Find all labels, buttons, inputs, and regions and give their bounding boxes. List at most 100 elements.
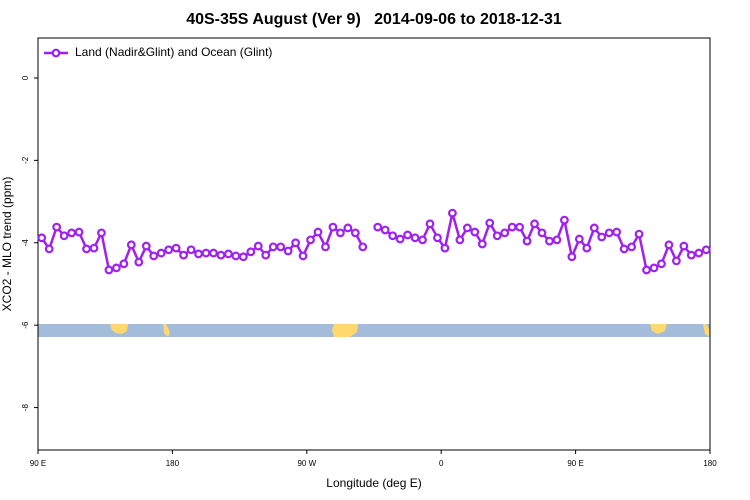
y-tick-label: -8 — [21, 403, 30, 411]
data-point — [649, 263, 659, 273]
x-tick-label: 180 — [166, 459, 180, 468]
data-point — [321, 242, 330, 252]
data-point — [179, 250, 189, 260]
data-point — [171, 243, 181, 253]
data-point — [380, 225, 390, 235]
y-tick-label: 0 — [21, 75, 30, 80]
data-point — [97, 228, 106, 238]
land — [332, 324, 358, 337]
data-point — [425, 219, 435, 229]
data-point — [126, 240, 136, 250]
chart-title: 40S-35S August (Ver 9) 2014-09-06 to 201… — [186, 11, 562, 28]
data-point — [462, 223, 472, 233]
x-tick-label: 90 W — [297, 459, 316, 468]
y-tick-label: -2 — [21, 156, 30, 164]
data-point — [470, 227, 480, 237]
data-point — [492, 231, 502, 241]
data-point — [403, 230, 413, 240]
data-point — [560, 215, 569, 225]
data-point — [134, 257, 144, 267]
data-point — [522, 236, 532, 246]
data-point — [104, 265, 114, 275]
data-point — [149, 251, 159, 261]
x-axis-label: Longitude (deg E) — [326, 476, 421, 490]
data-point — [111, 263, 121, 273]
data-point — [448, 208, 457, 218]
land — [110, 324, 128, 334]
data-point — [701, 245, 711, 255]
data-point — [52, 222, 62, 232]
x-tick-label: 90 E — [30, 459, 46, 468]
data-point — [433, 233, 442, 243]
data-point — [194, 249, 203, 259]
data-point — [336, 228, 345, 238]
data-point — [328, 222, 338, 232]
data-point — [485, 218, 495, 228]
data-point — [67, 228, 76, 238]
data-point — [141, 241, 151, 251]
legend-label: Land (Nadir&Glint) and Ocean (Glint) — [75, 45, 272, 59]
data-point — [507, 222, 517, 232]
data-point — [627, 242, 636, 252]
data-point — [552, 235, 562, 245]
land — [650, 324, 667, 334]
data-point — [59, 231, 69, 241]
y-tick-label: -4 — [21, 239, 30, 247]
data-point — [634, 229, 644, 239]
data-point — [530, 219, 539, 229]
data-point — [604, 228, 614, 238]
data-point — [418, 235, 427, 245]
data-point — [388, 231, 398, 241]
data-point — [44, 244, 54, 254]
data-point — [410, 233, 420, 243]
data-point — [283, 246, 293, 256]
x-tick-label: 0 — [439, 459, 444, 468]
data-point — [395, 234, 405, 244]
data-point — [440, 243, 450, 253]
data-point — [201, 248, 211, 258]
data-point — [574, 234, 584, 244]
data-point — [261, 250, 271, 260]
ocean-band — [38, 324, 710, 337]
data-point — [373, 222, 383, 232]
x-tick-label: 90 E — [567, 459, 583, 468]
data-point — [82, 244, 91, 254]
data-point — [306, 235, 315, 245]
data-point — [537, 228, 547, 238]
data-point — [209, 248, 218, 258]
data-point — [231, 251, 241, 261]
land — [163, 324, 170, 337]
data-point — [582, 243, 592, 253]
data-point — [216, 250, 226, 260]
data-point — [694, 248, 704, 258]
legend-marker — [51, 48, 61, 58]
data-point — [545, 236, 554, 246]
data-point — [223, 249, 233, 259]
data-point — [515, 222, 524, 232]
data-point — [619, 244, 629, 254]
data-point — [313, 227, 323, 237]
data-point — [268, 242, 278, 252]
y-tick-label: -6 — [21, 321, 30, 329]
land — [703, 324, 710, 337]
data-point — [672, 256, 681, 266]
data-point — [477, 239, 487, 249]
data-point — [664, 240, 674, 250]
data-point — [246, 247, 256, 257]
data-point — [597, 232, 607, 242]
data-point — [89, 243, 99, 253]
data-point — [253, 241, 263, 251]
data-point — [119, 259, 129, 269]
data-point — [186, 245, 196, 255]
data-point — [642, 265, 651, 275]
data-point — [657, 259, 666, 269]
data-point — [589, 223, 599, 233]
data-point — [343, 223, 353, 233]
data-point — [276, 242, 286, 252]
data-point — [455, 235, 465, 245]
data-point — [156, 248, 166, 258]
data-point — [686, 250, 696, 260]
data-point — [500, 228, 510, 238]
data-point — [358, 242, 368, 252]
